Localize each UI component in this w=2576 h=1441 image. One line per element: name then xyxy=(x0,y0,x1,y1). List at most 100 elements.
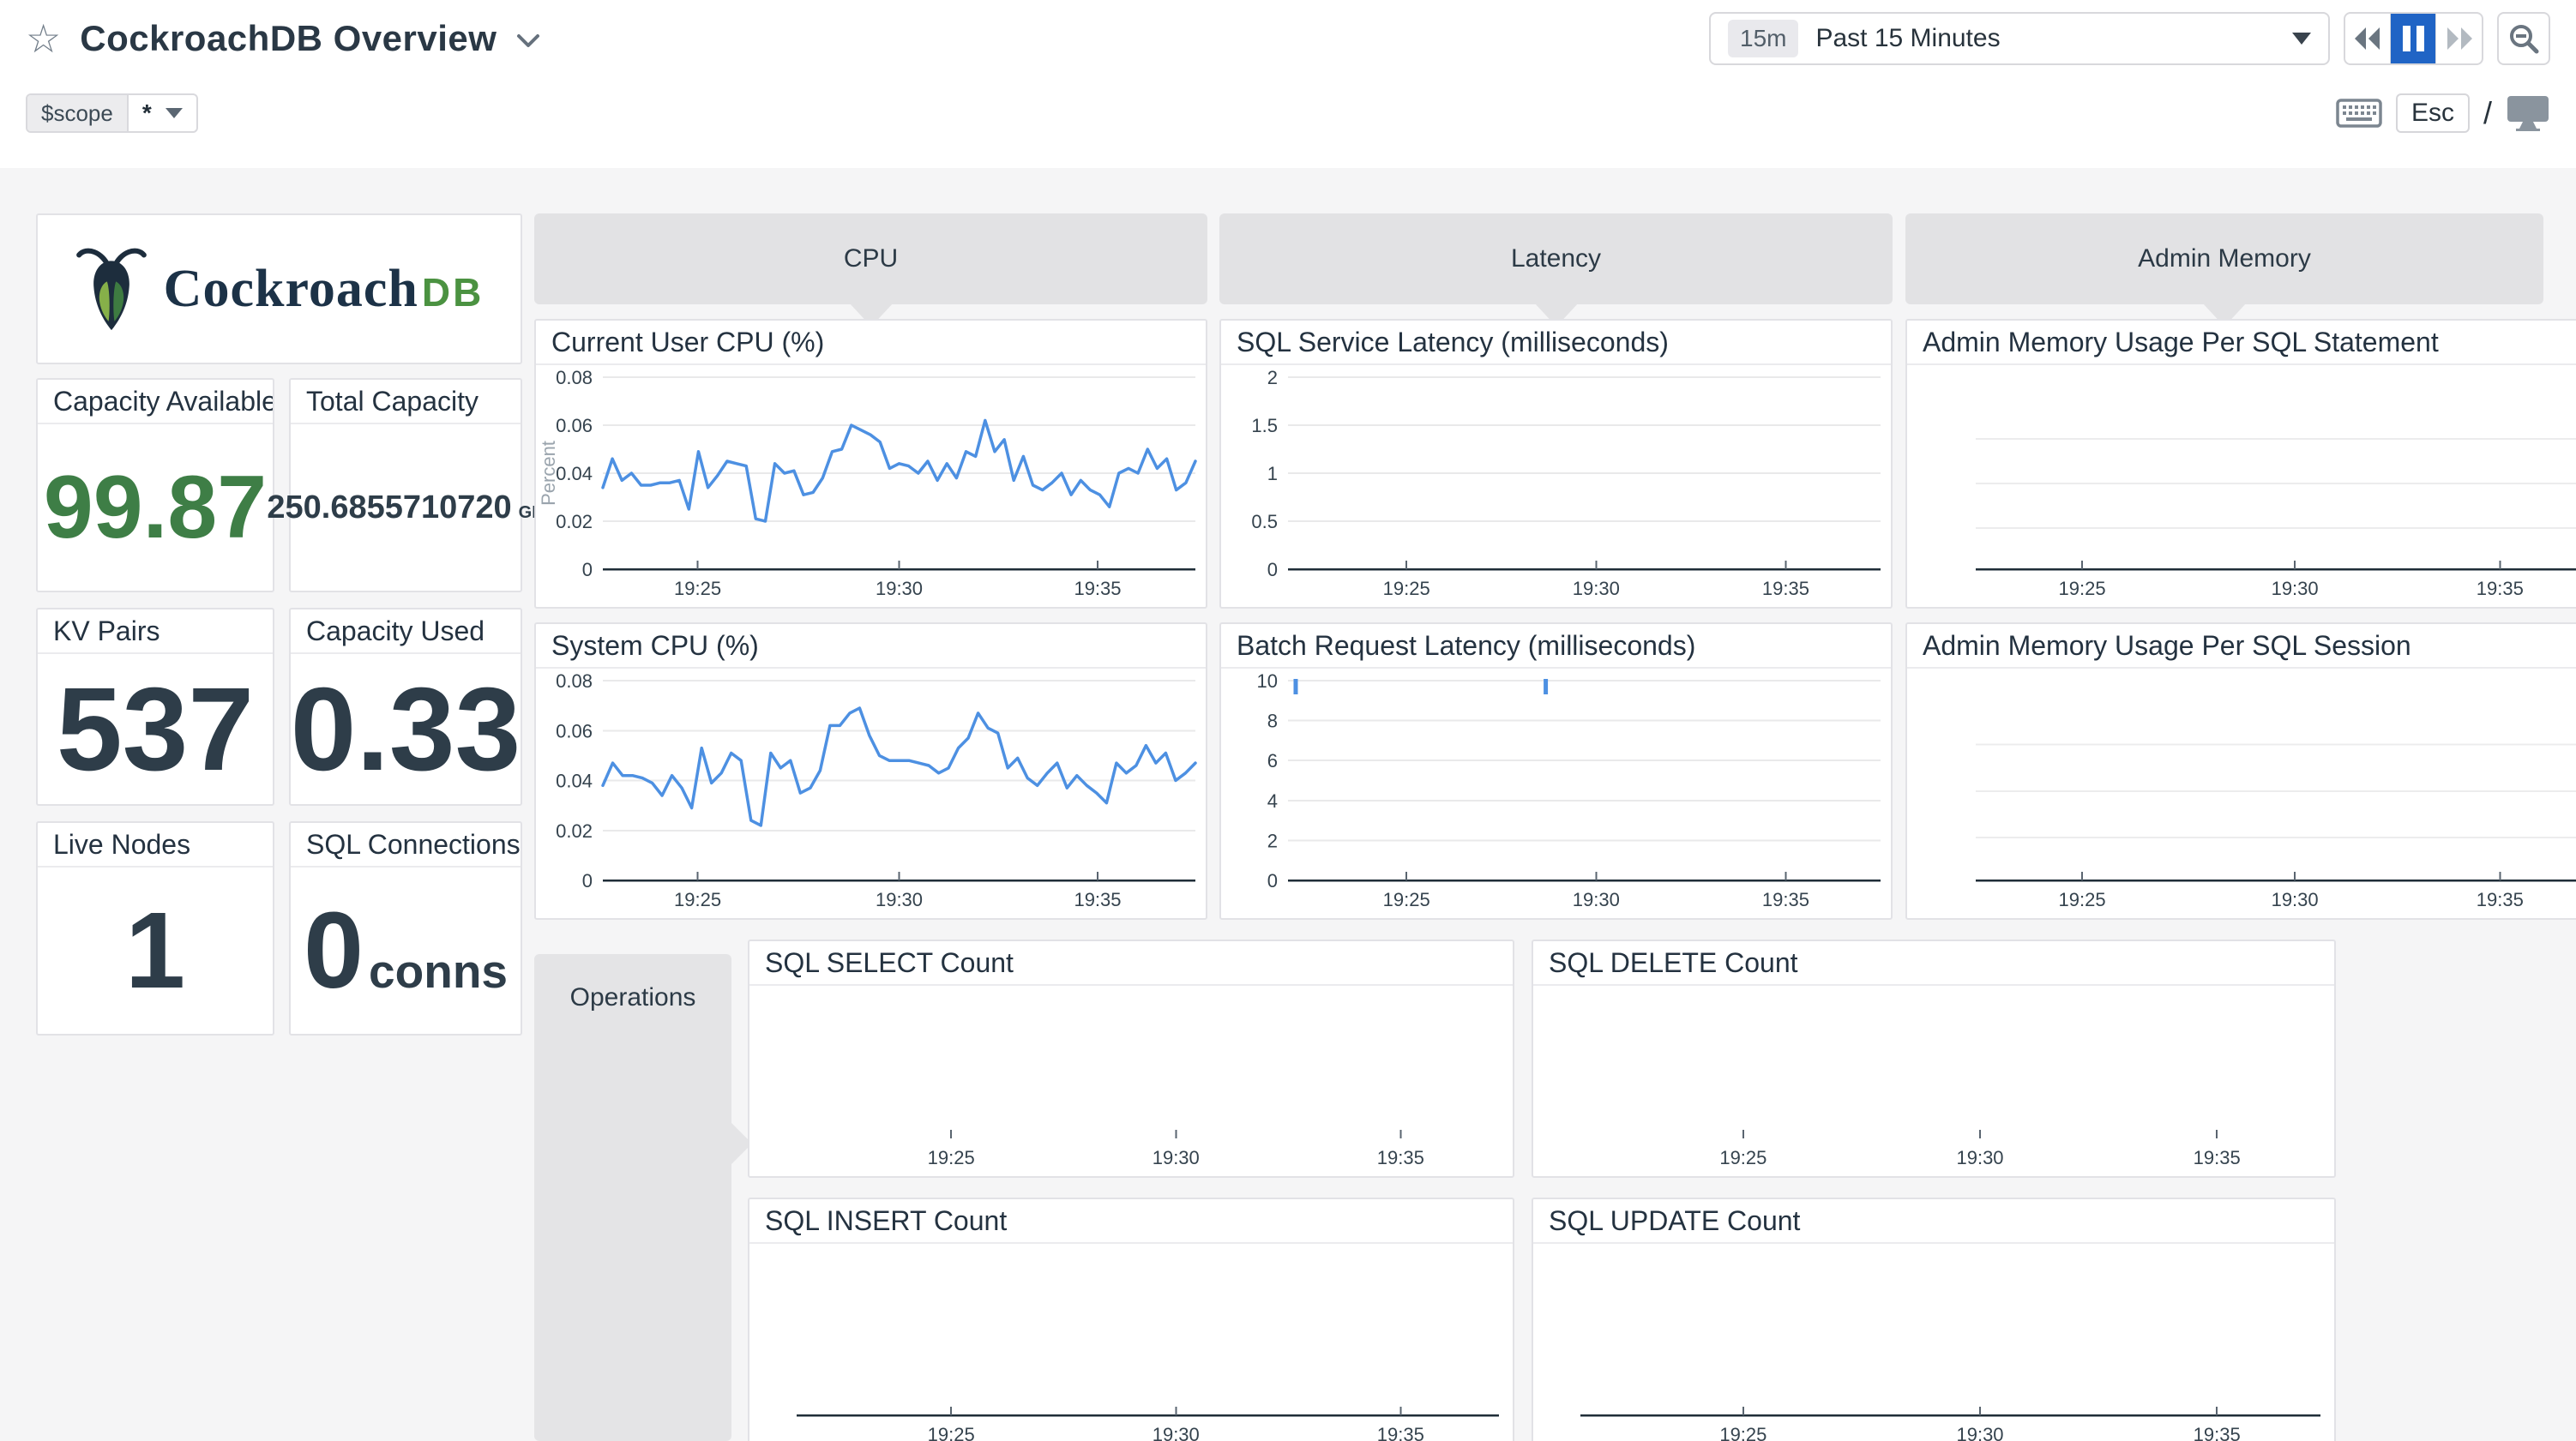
svg-text:19:35: 19:35 xyxy=(2477,578,2524,599)
group-header-cpu: CPU xyxy=(534,213,1207,304)
tv-mode-icon[interactable] xyxy=(2506,94,2550,132)
chart-plot-sql-select-count[interactable]: 19:25 19:30 19:35 xyxy=(749,986,1513,1176)
rewind-button[interactable] xyxy=(2345,14,2391,63)
svg-text:19:30: 19:30 xyxy=(2272,578,2319,599)
group-header-latency: Latency xyxy=(1219,213,1893,304)
stat-value: 1 xyxy=(124,890,186,1011)
logo-db-suffix: DB xyxy=(421,269,485,315)
stat-card-capacity-available: Capacity Available... 99.87 xyxy=(36,378,274,592)
shortcut-hints: Esc / xyxy=(2336,93,2550,133)
chart-card-system-cpu: System CPU (%) 0 0.02 0.04 0.06 0.08 19:25 19:… xyxy=(534,622,1207,920)
svg-text:0: 0 xyxy=(582,870,593,892)
logo-wordmark: Cockroach xyxy=(163,259,418,318)
chart-plot-batch-request-latency[interactable]: 0 2 4 6 8 10 19:25 19:30 19:35 xyxy=(1221,669,1891,918)
svg-text:19:30: 19:30 xyxy=(1153,1424,1200,1441)
svg-text:19:30: 19:30 xyxy=(876,578,923,599)
svg-text:2: 2 xyxy=(1267,830,1278,851)
chart-title: SQL DELETE Count xyxy=(1533,941,2334,986)
svg-text:19:35: 19:35 xyxy=(1074,889,1121,910)
chart-title: SQL SELECT Count xyxy=(749,941,1513,986)
stat-card-kv-pairs: KV Pairs 537 xyxy=(36,608,274,806)
chart-plot-admin-memory-per-statement[interactable]: 19:25 19:30 19:35 xyxy=(1907,365,2576,607)
chart-title: Current User CPU (%) xyxy=(536,321,1206,365)
svg-text:19:35: 19:35 xyxy=(1377,1424,1424,1441)
svg-text:19:25: 19:25 xyxy=(2059,578,2106,599)
chart-plot-current-user-cpu[interactable]: 0 0.02 0.04 0.06 0.08 19:25 19:30 19:35 Percent xyxy=(536,365,1206,607)
cockroachdb-logo-card: CockroachDB xyxy=(36,213,522,364)
zoom-out-button[interactable] xyxy=(2497,12,2550,65)
chart-title: Batch Request Latency (milliseconds) xyxy=(1221,624,1891,669)
title-chevron-down-icon[interactable] xyxy=(515,33,541,54)
svg-text:19:25: 19:25 xyxy=(1383,578,1430,599)
time-picker-caret-icon xyxy=(2292,33,2311,45)
chart-plot-admin-memory-per-session[interactable]: 19:25 19:30 19:35 xyxy=(1907,669,2576,918)
svg-text:19:30: 19:30 xyxy=(1956,1424,2003,1441)
chart-card-admin-memory-per-statement: Admin Memory Usage Per SQL Statement 19:… xyxy=(1905,319,2576,609)
chart-card-batch-request-latency: Batch Request Latency (milliseconds) 0 2 4… xyxy=(1219,622,1893,920)
favorite-star-icon[interactable]: ☆ xyxy=(26,16,62,61)
rewind-icon xyxy=(2355,27,2380,50)
playback-controls xyxy=(2344,12,2483,65)
svg-text:0: 0 xyxy=(1267,559,1278,580)
stat-value-number: 250.6855710720 xyxy=(267,489,512,525)
stat-card-sql-connections: SQL Connections 0 conns xyxy=(289,821,522,1036)
chart-plot-sql-update-count[interactable]: 19:25 19:30 19:35 xyxy=(1533,1244,2334,1441)
svg-text:2: 2 xyxy=(1267,367,1278,388)
stat-label: Live Nodes xyxy=(38,823,273,868)
stat-value: 250.6855710720 GB xyxy=(267,491,544,524)
stat-value: 0 conns xyxy=(304,897,508,1005)
time-range-picker[interactable]: 15m Past 15 Minutes xyxy=(1709,12,2330,65)
time-controls: 15m Past 15 Minutes xyxy=(1709,12,2550,65)
svg-text:19:35: 19:35 xyxy=(2477,889,2524,910)
dashboard-title: CockroachDB Overview xyxy=(80,18,497,58)
chart-plot-sql-service-latency[interactable]: 0 0.5 1 1.5 2 19:25 19:30 19:35 xyxy=(1221,365,1891,607)
stat-value: 99.87 xyxy=(43,458,268,557)
svg-text:19:30: 19:30 xyxy=(1153,1147,1200,1168)
svg-text:19:35: 19:35 xyxy=(1377,1147,1424,1168)
svg-text:19:35: 19:35 xyxy=(1762,889,1809,910)
svg-text:0: 0 xyxy=(582,559,593,580)
time-range-label: Past 15 Minutes xyxy=(1815,24,2001,52)
chart-title: SQL UPDATE Count xyxy=(1533,1199,2334,1244)
chart-title: SQL INSERT Count xyxy=(749,1199,1513,1244)
stat-label: Total Capacity xyxy=(291,380,521,424)
svg-text:19:25: 19:25 xyxy=(928,1147,975,1168)
svg-text:0.02: 0.02 xyxy=(556,820,593,842)
pause-button[interactable] xyxy=(2391,14,2436,63)
svg-text:10: 10 xyxy=(1257,670,1278,692)
svg-text:4: 4 xyxy=(1267,790,1278,812)
group-header-operations: Operations xyxy=(534,954,752,1441)
chart-plot-sql-delete-count[interactable]: 19:25 19:30 19:35 xyxy=(1533,986,2334,1176)
svg-text:19:25: 19:25 xyxy=(1719,1147,1766,1168)
svg-text:Percent: Percent xyxy=(538,441,559,506)
stat-label: Capacity Available... xyxy=(38,380,273,424)
svg-text:0.08: 0.08 xyxy=(556,367,593,388)
chart-plot-system-cpu[interactable]: 0 0.02 0.04 0.06 0.08 19:25 19:30 19:35 xyxy=(536,669,1206,918)
svg-text:0.04: 0.04 xyxy=(556,771,593,792)
chart-card-sql-delete-count: SQL DELETE Count 19:25 19:30 19:35 xyxy=(1532,940,2336,1178)
fast-forward-icon xyxy=(2447,27,2472,50)
svg-text:19:35: 19:35 xyxy=(1074,578,1121,599)
svg-text:19:25: 19:25 xyxy=(928,1424,975,1441)
scope-template-variable[interactable]: $scope * xyxy=(26,93,198,133)
svg-text:1: 1 xyxy=(1267,463,1278,484)
stat-value: 537 xyxy=(56,663,255,796)
chart-title: SQL Service Latency (milliseconds) xyxy=(1221,321,1891,365)
svg-text:19:30: 19:30 xyxy=(2272,889,2319,910)
keyboard-icon xyxy=(2336,99,2382,128)
chart-title: Admin Memory Usage Per SQL Statement xyxy=(1907,321,2576,365)
scope-variable-value: * xyxy=(129,95,196,131)
svg-text:19:35: 19:35 xyxy=(2194,1147,2241,1168)
svg-text:6: 6 xyxy=(1267,750,1278,772)
chart-title: System CPU (%) xyxy=(536,624,1206,669)
svg-text:0.5: 0.5 xyxy=(1251,511,1278,532)
stat-label: Capacity Used xyxy=(291,609,521,654)
svg-text:19:25: 19:25 xyxy=(1719,1424,1766,1441)
svg-text:19:25: 19:25 xyxy=(2059,889,2106,910)
stat-label: KV Pairs xyxy=(38,609,273,654)
svg-text:0.08: 0.08 xyxy=(556,670,593,692)
chart-plot-sql-insert-count[interactable]: 19:25 19:30 19:35 xyxy=(749,1244,1513,1441)
fast-forward-button[interactable] xyxy=(2436,14,2482,63)
group-header-admin-memory: Admin Memory xyxy=(1905,213,2543,304)
